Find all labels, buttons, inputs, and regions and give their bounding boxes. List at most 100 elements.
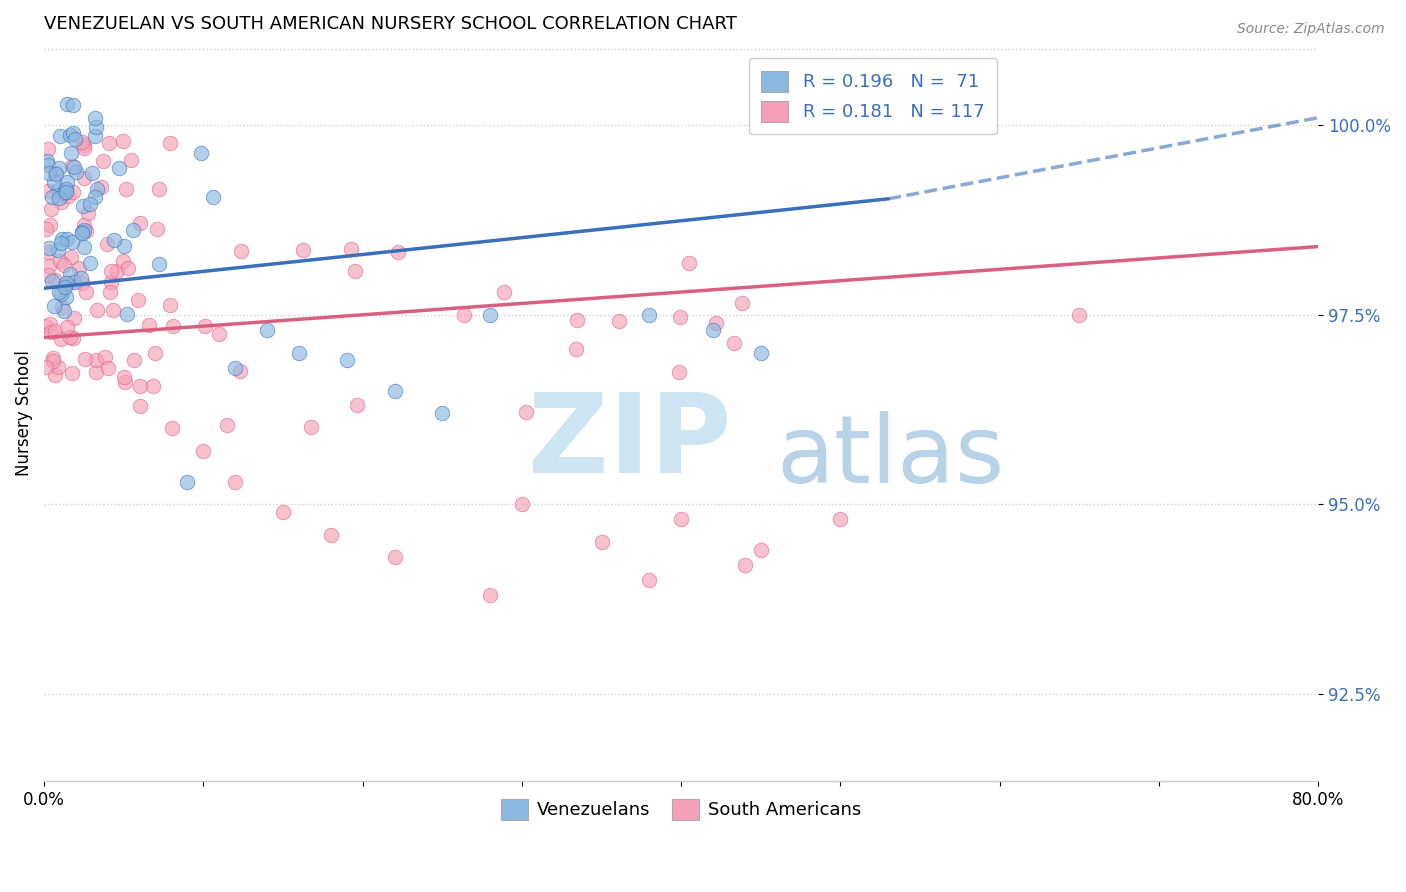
Point [35,154,58,169]
Point [35,359,58,374]
Point [479,588,502,602]
Point [73,240,96,254]
Point [62,127,84,141]
Point [84,120,107,134]
Point [122,223,145,237]
Point [41,274,63,288]
Point [62,98,84,112]
Point [63,275,86,289]
Point [44,166,66,180]
Point [38,166,60,180]
Point [160,421,183,435]
Point [229,364,252,378]
Point [49,254,72,268]
Point [70,276,93,290]
Point [86,365,108,379]
Point [73,223,96,237]
Point [387,244,409,259]
Point [72,199,94,213]
Point [73,138,96,153]
Point [84,190,107,204]
Point [49,332,72,346]
Point [51,232,73,246]
Point [607,314,630,328]
Point [39,326,62,340]
Point [55,96,77,111]
Legend: Venezuelans, South Americans: Venezuelans, South Americans [494,792,869,827]
Point [565,342,588,356]
Point [256,323,278,337]
Point [291,244,314,258]
Point [128,399,150,413]
Point [678,255,700,269]
Point [830,512,852,526]
Point [44,299,66,313]
Point [79,197,101,211]
Point [91,153,114,168]
Point [194,319,217,334]
Point [591,535,613,549]
Point [72,135,94,149]
Point [103,302,125,317]
Point [44,324,66,338]
Point [229,244,252,259]
Point [52,186,75,201]
Point [193,444,215,458]
Point [60,145,83,160]
Point [90,180,112,194]
Point [127,293,149,307]
Point [55,290,77,304]
Point [346,398,368,412]
Point [510,497,533,511]
Point [37,184,59,198]
Point [52,259,75,273]
Point [207,326,229,341]
Text: atlas: atlas [776,411,1005,503]
Point [129,216,152,230]
Point [704,316,727,330]
Point [96,236,118,251]
Point [112,239,135,253]
Point [83,128,105,143]
Point [638,308,661,322]
Point [48,285,70,300]
Point [143,346,166,360]
Point [638,573,661,587]
Point [65,164,87,178]
Point [176,475,198,489]
Point [48,129,70,144]
Point [41,189,63,203]
Point [63,160,86,174]
Point [77,206,100,220]
Point [129,378,152,392]
Point [59,128,82,142]
Point [79,256,101,270]
Point [72,141,94,155]
Point [336,353,359,368]
Point [37,158,59,172]
Point [49,287,72,301]
Point [55,276,77,290]
Point [668,365,690,379]
Point [105,263,128,277]
Point [46,359,69,374]
Point [734,558,756,572]
Point [138,318,160,333]
Text: VENEZUELAN VS SOUTH AMERICAN NURSERY SCHOOL CORRELATION CHART: VENEZUELAN VS SOUTH AMERICAN NURSERY SCH… [44,15,737,33]
Point [114,375,136,389]
Point [115,182,138,196]
Point [319,527,342,541]
Point [38,260,60,274]
Point [145,221,167,235]
Point [432,406,454,420]
Point [100,275,122,289]
Point [111,254,134,268]
Point [122,352,145,367]
Point [494,285,516,299]
Point [48,190,70,204]
Point [224,475,246,489]
Point [62,331,84,345]
Point [55,280,77,294]
Point [49,235,72,250]
Point [60,159,83,173]
